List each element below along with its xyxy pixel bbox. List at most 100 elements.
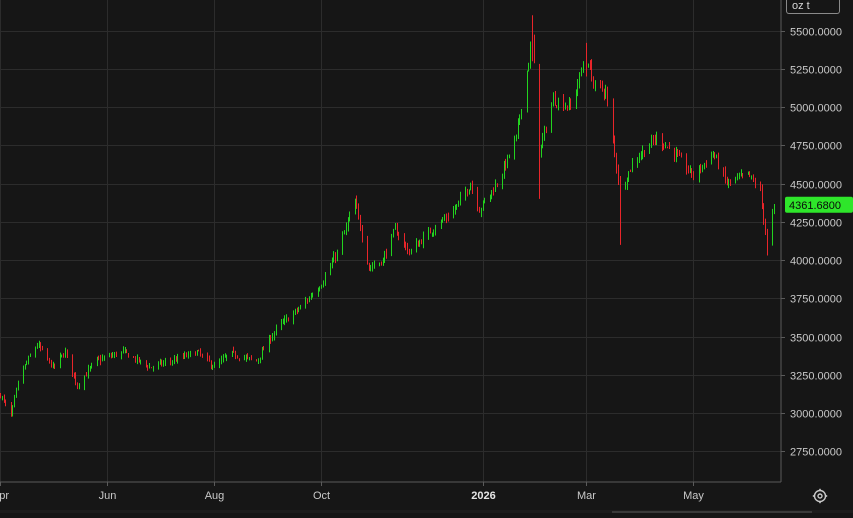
candle-body	[765, 221, 766, 233]
candle-body	[383, 258, 384, 266]
candle-body	[88, 368, 89, 375]
candle-body	[381, 261, 382, 265]
candle-body	[356, 200, 357, 208]
candle-body	[325, 275, 326, 283]
candle-body	[67, 350, 68, 355]
candle-body	[309, 297, 310, 302]
candle-body	[75, 374, 76, 383]
candle-body	[349, 214, 350, 221]
candle-body	[272, 336, 273, 341]
candle-body	[567, 105, 568, 108]
settings-button[interactable]	[810, 486, 830, 506]
candle-body	[613, 102, 614, 140]
candle-body	[321, 285, 322, 288]
candle-body	[570, 103, 571, 107]
candle-body	[300, 306, 301, 309]
candle-body	[693, 175, 694, 178]
candle-body	[569, 102, 570, 109]
candle-body	[723, 168, 724, 172]
candle-body	[137, 357, 138, 362]
candle-body	[249, 357, 250, 359]
candle-body	[505, 162, 506, 167]
bottom-scrollbar-thumb[interactable]	[612, 511, 812, 513]
candle-body	[84, 375, 85, 387]
candle-body	[583, 66, 584, 71]
candle-body	[730, 179, 731, 182]
x-tick-label: Apr	[0, 490, 9, 502]
candle-body	[270, 338, 271, 341]
candle-body	[711, 154, 712, 165]
candle-body	[581, 71, 582, 75]
candle-body	[135, 357, 136, 361]
candle-body	[393, 230, 394, 235]
y-tick-label: 3250.0000	[790, 371, 842, 383]
candle-body	[165, 361, 166, 363]
candle-body	[528, 63, 529, 72]
candle-body	[718, 156, 719, 168]
candle-body	[411, 249, 412, 254]
candle-body	[467, 190, 468, 193]
candle-body	[418, 243, 419, 247]
candle-body	[11, 404, 12, 416]
candle-body	[223, 357, 224, 360]
candle-body	[483, 201, 484, 209]
candle-body	[563, 99, 564, 109]
candle-body	[433, 231, 434, 234]
candle-body	[428, 230, 429, 236]
candle-body	[727, 179, 728, 185]
candle-body	[600, 80, 601, 86]
candle-body	[149, 366, 150, 369]
y-axis[interactable]: 2750.0000 3000.0000 3250.0000 3500.0000 3750…	[781, 27, 842, 459]
candle-body	[226, 355, 227, 358]
candle-body	[588, 64, 589, 68]
candle-body	[200, 351, 201, 355]
candle-body	[397, 226, 398, 236]
candle-body	[163, 362, 164, 365]
candle-body	[60, 356, 61, 365]
candle-body	[691, 168, 692, 176]
candle-body	[739, 175, 740, 178]
candle-body	[281, 322, 282, 326]
candle-body	[663, 145, 664, 147]
candle-body	[176, 359, 177, 362]
bottom-scrollbar-track[interactable]	[0, 510, 853, 513]
candle-body	[751, 176, 752, 178]
candle-body	[207, 354, 208, 359]
candle-body	[151, 367, 152, 369]
candle-body	[644, 150, 645, 155]
candle-body	[51, 360, 52, 368]
candle-body	[616, 153, 617, 169]
unit-selector[interactable]: oz t	[786, 0, 840, 14]
candle-body	[346, 225, 347, 232]
candle-body	[342, 235, 343, 252]
candle-body	[260, 357, 261, 360]
candle-body	[674, 148, 675, 157]
x-axis[interactable]: Apr Jun Aug Oct 2026 Mar May	[0, 482, 704, 502]
candle-body	[286, 317, 287, 319]
candle-body	[372, 266, 373, 268]
candle-body	[74, 372, 75, 376]
candle-body	[555, 96, 556, 105]
candle-body	[458, 200, 459, 204]
candle-body	[741, 174, 742, 176]
candle-body	[367, 238, 368, 263]
candle-body	[649, 146, 650, 154]
candle-body	[298, 308, 299, 312]
candle-body	[435, 228, 436, 232]
candle-body	[63, 355, 64, 357]
candle-body	[355, 200, 356, 215]
candle-body	[681, 155, 682, 158]
candle-body	[16, 389, 17, 397]
candle-body	[546, 129, 547, 131]
candle-body	[293, 313, 294, 321]
candle-body	[530, 46, 531, 64]
candle-body	[495, 184, 496, 192]
candle-body	[639, 157, 640, 161]
candle-body	[23, 369, 24, 382]
candle-body	[656, 135, 657, 141]
candle-body	[147, 365, 148, 369]
candle-body	[539, 64, 540, 157]
candle-body	[688, 169, 689, 171]
